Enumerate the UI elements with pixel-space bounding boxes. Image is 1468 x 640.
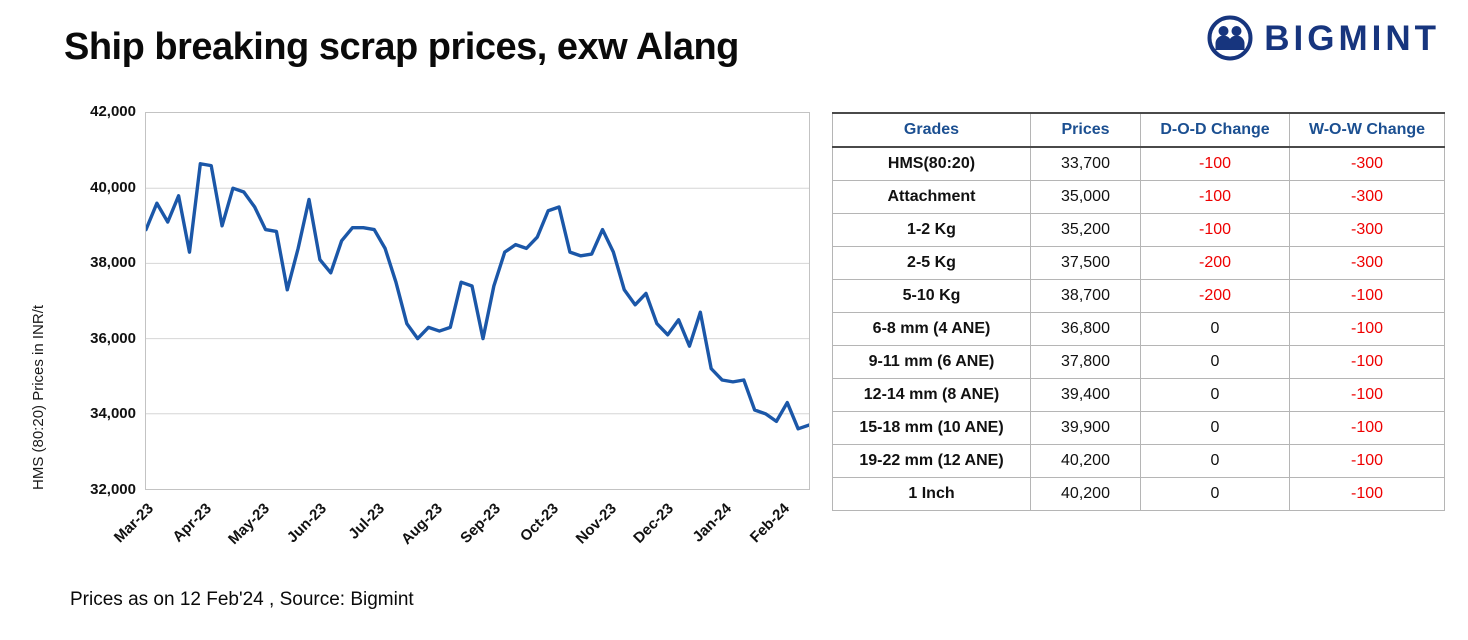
dod-change-cell: 0 xyxy=(1140,444,1290,478)
x-tick-label: Oct-23 xyxy=(516,500,562,546)
x-tick-label: Mar-23 xyxy=(110,500,158,547)
wow-change-cell: -100 xyxy=(1289,411,1445,445)
dod-change-cell: 0 xyxy=(1140,378,1290,412)
grade-cell: 12-14 mm (8 ANE) xyxy=(832,378,1031,412)
price-cell: 33,700 xyxy=(1030,146,1141,181)
grade-cell: 1-2 Kg xyxy=(832,213,1031,247)
plot-area xyxy=(145,112,810,490)
dod-change-cell: 0 xyxy=(1140,345,1290,379)
price-cell: 40,200 xyxy=(1030,477,1141,511)
y-tick-label: 38,000 xyxy=(90,254,136,271)
x-tick-label: Sep-23 xyxy=(457,500,504,547)
table-row: Attachment 35,000 -100 -300 xyxy=(832,180,1445,214)
x-tick-label: Nov-23 xyxy=(572,500,620,548)
table-row: 9-11 mm (6 ANE) 37,800 0 -100 xyxy=(832,345,1445,379)
grade-cell: 6-8 mm (4 ANE) xyxy=(832,312,1031,346)
x-tick-label: Dec-23 xyxy=(630,500,678,547)
y-tick-label: 34,000 xyxy=(90,405,136,422)
price-cell: 40,200 xyxy=(1030,444,1141,478)
x-tick-label: Jun-23 xyxy=(284,500,331,547)
dod-change-cell: 0 xyxy=(1140,411,1290,445)
wow-change-cell: -100 xyxy=(1289,345,1445,379)
dod-change-cell: -200 xyxy=(1140,246,1290,280)
table-row: 15-18 mm (10 ANE) 39,900 0 -100 xyxy=(832,411,1445,445)
y-tick-label: 36,000 xyxy=(90,330,136,347)
x-tick-label: Feb-24 xyxy=(746,500,794,547)
wow-change-cell: -100 xyxy=(1289,378,1445,412)
page-title: Ship breaking scrap prices, exw Alang xyxy=(64,26,739,68)
price-cell: 39,400 xyxy=(1030,378,1141,412)
brand-logo: BIGMINT xyxy=(1206,14,1440,62)
price-cell: 37,500 xyxy=(1030,246,1141,280)
wow-change-cell: -300 xyxy=(1289,146,1445,181)
grade-cell: 2-5 Kg xyxy=(832,246,1031,280)
dod-change-cell: 0 xyxy=(1140,477,1290,511)
brand-name: BIGMINT xyxy=(1264,18,1440,58)
table-row: 1 Inch 40,200 0 -100 xyxy=(832,477,1445,511)
col-header-dod-change: D-O-D Change xyxy=(1140,112,1290,148)
source-note: Prices as on 12 Feb'24 , Source: Bigmint xyxy=(70,589,414,610)
grade-cell: Attachment xyxy=(832,180,1031,214)
wow-change-cell: -100 xyxy=(1289,279,1445,313)
grade-cell: 15-18 mm (10 ANE) xyxy=(832,411,1031,445)
y-tick-label: 40,000 xyxy=(90,179,136,196)
x-tick-label: Jan-24 xyxy=(689,500,736,546)
table-row: 5-10 Kg 38,700 -200 -100 xyxy=(832,279,1445,313)
wow-change-cell: -300 xyxy=(1289,213,1445,247)
dod-change-cell: 0 xyxy=(1140,312,1290,346)
table-header-row: Grades Prices D-O-D Change W-O-W Change xyxy=(832,112,1445,148)
y-tick-label: 32,000 xyxy=(90,481,136,498)
col-header-wow-change: W-O-W Change xyxy=(1289,112,1445,148)
table-row: 1-2 Kg 35,200 -100 -300 xyxy=(832,213,1445,247)
grade-cell: 5-10 Kg xyxy=(832,279,1031,313)
x-tick-label: Apr-23 xyxy=(169,500,215,546)
grade-cell: 1 Inch xyxy=(832,477,1031,511)
grade-cell: HMS(80:20) xyxy=(832,146,1031,181)
wow-change-cell: -100 xyxy=(1289,312,1445,346)
price-cell: 35,000 xyxy=(1030,180,1141,214)
x-tick-label: May-23 xyxy=(224,500,273,548)
table-row: 2-5 Kg 37,500 -200 -300 xyxy=(832,246,1445,280)
table-row: 19-22 mm (12 ANE) 40,200 0 -100 xyxy=(832,444,1445,478)
price-cell: 35,200 xyxy=(1030,213,1141,247)
wow-change-cell: -300 xyxy=(1289,180,1445,214)
y-tick-label: 42,000 xyxy=(90,103,136,120)
price-cell: 38,700 xyxy=(1030,279,1141,313)
grade-cell: 9-11 mm (6 ANE) xyxy=(832,345,1031,379)
col-header-prices: Prices xyxy=(1030,112,1141,148)
col-header-grades: Grades xyxy=(832,112,1031,148)
bigmint-logo-icon xyxy=(1207,15,1253,61)
price-cell: 39,900 xyxy=(1030,411,1141,445)
dod-change-cell: -200 xyxy=(1140,279,1290,313)
x-tick-label: Jul-23 xyxy=(345,500,389,543)
wow-change-cell: -100 xyxy=(1289,477,1445,511)
dod-change-cell: -100 xyxy=(1140,146,1290,181)
dod-change-cell: -100 xyxy=(1140,213,1290,247)
price-line-series xyxy=(146,162,809,431)
price-cell: 37,800 xyxy=(1030,345,1141,379)
x-tick-label: Aug-23 xyxy=(398,500,447,548)
grade-cell: 19-22 mm (12 ANE) xyxy=(832,444,1031,478)
table-row: 12-14 mm (8 ANE) 39,400 0 -100 xyxy=(832,378,1445,412)
table-row: 6-8 mm (4 ANE) 36,800 0 -100 xyxy=(832,312,1445,346)
table-row: HMS(80:20) 33,700 -100 -300 xyxy=(832,146,1445,181)
wow-change-cell: -300 xyxy=(1289,246,1445,280)
price-cell: 36,800 xyxy=(1030,312,1141,346)
y-axis-title: HMS (80:20) Prices in INR/t xyxy=(30,304,47,490)
dod-change-cell: -100 xyxy=(1140,180,1290,214)
wow-change-cell: -100 xyxy=(1289,444,1445,478)
prices-table: Grades Prices D-O-D Change W-O-W Change … xyxy=(832,112,1445,511)
